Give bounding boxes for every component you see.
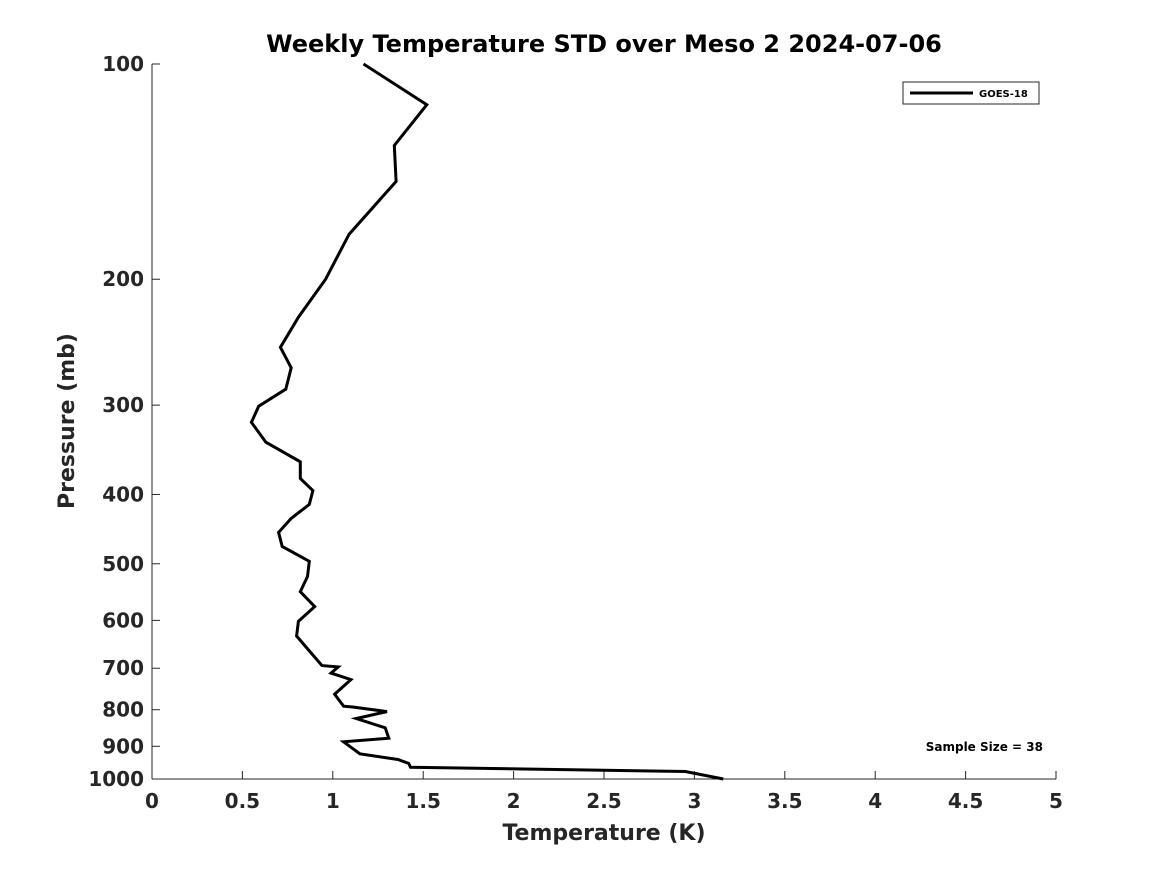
x-tick-label: 4 [868, 789, 882, 813]
y-tick-label: 200 [102, 267, 144, 291]
sample-size-annotation: Sample Size = 38 [926, 740, 1043, 754]
x-tick-label: 5 [1049, 789, 1063, 813]
y-axis-label: Pressure (mb) [55, 333, 80, 509]
x-tick-label: 0.5 [225, 789, 260, 813]
x-tick-label: 2 [507, 789, 521, 813]
y-tick-label: 400 [102, 482, 144, 506]
y-ticks: 100 200 300 400 500 600 700 800 900 1000 [88, 52, 160, 791]
x-ticks: 0 0.5 1 1.5 2 2.5 3 3.5 4 4.5 5 [145, 771, 1063, 813]
y-tick-label: 800 [102, 698, 144, 722]
x-tick-label: 1 [326, 789, 340, 813]
y-tick-label: 700 [102, 656, 144, 680]
x-axis-label: Temperature (K) [502, 821, 705, 846]
x-tick-label: 3.5 [767, 789, 802, 813]
x-tick-label: 2.5 [586, 789, 621, 813]
chart-title: Weekly Temperature STD over Meso 2 2024-… [266, 30, 942, 58]
x-tick-label: 4.5 [948, 789, 983, 813]
y-tick-label: 900 [102, 734, 144, 758]
y-tick-label: 500 [102, 552, 144, 576]
series-line-goes-18 [249, 62, 724, 781]
x-tick-label: 1.5 [405, 789, 440, 813]
y-tick-label: 600 [102, 608, 144, 632]
x-tick-label: 0 [145, 789, 159, 813]
y-tick-label: 1000 [88, 767, 144, 791]
legend: GOES-18 [902, 81, 1040, 105]
y-tick-label: 100 [102, 52, 144, 76]
y-tick-label: 300 [102, 393, 144, 417]
legend-entry-goes-18: GOES-18 [979, 89, 1028, 100]
x-tick-label: 3 [687, 789, 701, 813]
